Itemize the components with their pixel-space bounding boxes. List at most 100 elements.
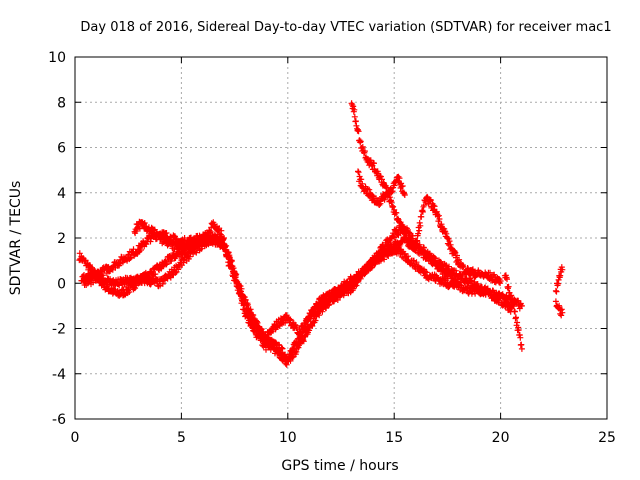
data-point bbox=[381, 256, 388, 263]
x-tick-label: 20 bbox=[492, 430, 510, 446]
data-point bbox=[390, 203, 397, 210]
data-point bbox=[446, 263, 452, 270]
data-point bbox=[126, 289, 133, 295]
data-point bbox=[287, 357, 294, 364]
data-point bbox=[508, 292, 515, 299]
data-point bbox=[399, 183, 406, 189]
data-point bbox=[460, 263, 467, 270]
y-tick-label: 2 bbox=[57, 231, 66, 247]
data-point bbox=[408, 238, 415, 244]
data-point bbox=[510, 303, 517, 310]
data-point bbox=[559, 266, 566, 273]
data-point bbox=[385, 253, 392, 259]
data-point bbox=[218, 227, 225, 234]
data-point bbox=[512, 308, 518, 315]
data-point bbox=[237, 283, 244, 290]
data-point bbox=[277, 350, 284, 357]
data-point bbox=[221, 235, 227, 241]
data-point bbox=[361, 148, 368, 155]
data-point bbox=[442, 277, 449, 284]
data-point bbox=[391, 234, 398, 241]
data-point bbox=[238, 285, 245, 292]
data-point bbox=[419, 208, 426, 215]
data-point bbox=[558, 312, 565, 319]
data-point bbox=[401, 192, 408, 198]
data-point bbox=[418, 213, 425, 220]
data-point bbox=[427, 197, 434, 203]
x-tick-label: 15 bbox=[385, 430, 403, 446]
data-point bbox=[518, 345, 525, 352]
x-tick-label: 10 bbox=[279, 430, 297, 446]
data-point bbox=[372, 261, 378, 268]
series-track-d bbox=[131, 218, 227, 254]
data-point bbox=[233, 271, 240, 278]
series-track-f bbox=[355, 168, 408, 208]
data-point bbox=[172, 269, 179, 276]
data-point bbox=[518, 341, 525, 348]
data-point bbox=[557, 272, 564, 279]
data-point bbox=[454, 252, 460, 259]
data-point bbox=[371, 160, 377, 167]
data-point bbox=[396, 175, 403, 182]
data-point bbox=[355, 128, 362, 135]
data-point bbox=[138, 247, 144, 253]
data-point bbox=[377, 173, 384, 180]
data-point bbox=[315, 307, 322, 314]
data-point bbox=[350, 103, 357, 110]
data-point bbox=[431, 203, 438, 210]
data-point bbox=[223, 242, 230, 249]
x-tick-label: 5 bbox=[177, 430, 186, 446]
data-point bbox=[287, 316, 294, 323]
data-point bbox=[351, 106, 358, 113]
data-point bbox=[366, 186, 373, 193]
y-tick-label: 4 bbox=[57, 186, 66, 202]
data-point bbox=[393, 209, 400, 216]
data-point bbox=[283, 361, 290, 368]
x-tick-label: 0 bbox=[71, 430, 80, 446]
data-point bbox=[438, 221, 445, 228]
data-point bbox=[279, 345, 286, 352]
x-axis-label: GPS time / hours bbox=[281, 458, 398, 474]
y-tick-label: 10 bbox=[48, 50, 66, 66]
data-points bbox=[76, 100, 566, 368]
x-tick-label: 25 bbox=[598, 430, 616, 446]
data-point bbox=[312, 317, 319, 324]
y-axis-label: SDTVAR / TECUs bbox=[8, 181, 24, 296]
data-point bbox=[289, 354, 296, 361]
y-tick-label: -6 bbox=[52, 412, 66, 428]
data-point bbox=[358, 176, 365, 183]
data-point bbox=[421, 244, 427, 251]
data-point bbox=[152, 271, 159, 278]
x-tick-labels: 0 5 10 15 20 25 bbox=[71, 430, 616, 446]
data-point bbox=[357, 138, 364, 145]
data-point bbox=[413, 259, 420, 266]
data-point bbox=[446, 238, 453, 245]
data-point bbox=[436, 216, 443, 222]
data-point bbox=[505, 283, 512, 290]
data-point bbox=[469, 266, 476, 273]
data-point bbox=[132, 285, 139, 292]
data-point bbox=[553, 288, 560, 295]
data-point bbox=[559, 309, 566, 316]
chart-title: Day 018 of 2016, Sidereal Day-to-day VTE… bbox=[80, 20, 611, 35]
data-point bbox=[164, 260, 170, 266]
data-point bbox=[127, 254, 134, 261]
data-point bbox=[504, 276, 510, 283]
data-point bbox=[151, 226, 158, 233]
data-point bbox=[228, 258, 235, 264]
plot-frame bbox=[74, 56, 608, 420]
data-point bbox=[456, 256, 463, 263]
y-tick-label: 0 bbox=[57, 276, 66, 292]
series-track-e bbox=[348, 100, 504, 287]
data-point bbox=[400, 223, 407, 230]
data-point bbox=[76, 250, 83, 257]
series-track-h bbox=[552, 264, 566, 295]
data-point bbox=[518, 302, 525, 309]
series-track-i bbox=[552, 298, 566, 319]
data-point bbox=[509, 297, 516, 304]
data-point bbox=[421, 202, 427, 209]
y-tick-label: -2 bbox=[52, 322, 66, 338]
data-point bbox=[264, 335, 271, 342]
data-point bbox=[133, 228, 140, 234]
